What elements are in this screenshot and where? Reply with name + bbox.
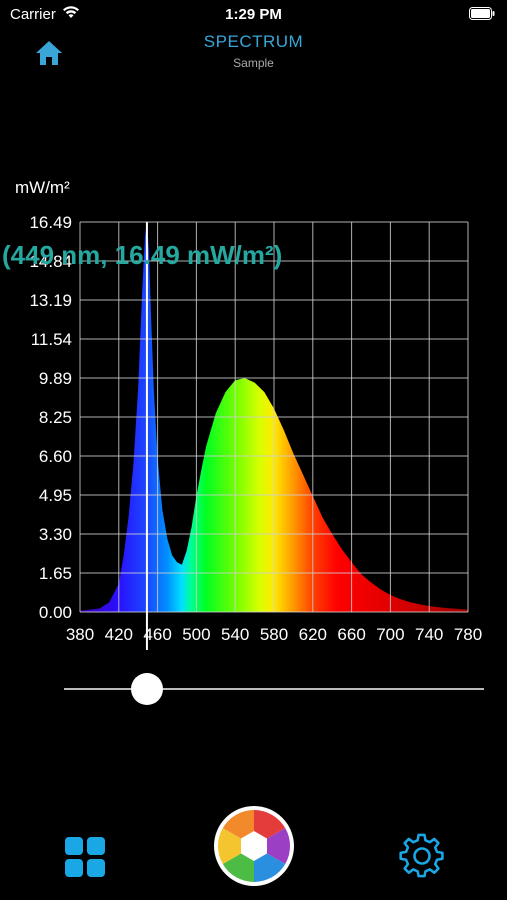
home-icon[interactable] <box>34 38 64 68</box>
x-tick-label: 580 <box>260 625 288 644</box>
x-tick-label: 620 <box>299 625 327 644</box>
wavelength-slider-track[interactable] <box>64 688 484 690</box>
y-tick-label: 14.84 <box>29 252 72 271</box>
y-tick-label: 13.19 <box>29 291 72 310</box>
wifi-icon <box>63 6 79 18</box>
gear-icon[interactable] <box>399 833 445 879</box>
y-tick-label: 9.89 <box>39 369 72 388</box>
wavelength-slider-thumb[interactable] <box>130 673 163 705</box>
page-subtitle: Sample <box>233 56 274 70</box>
x-tick-label: 460 <box>143 625 171 644</box>
x-tick-label: 780 <box>454 625 482 644</box>
y-tick-label: 11.54 <box>31 330 72 349</box>
page-title: SPECTRUM <box>203 32 304 51</box>
y-axis-unit: mW/m² <box>15 178 70 197</box>
x-tick-label: 380 <box>66 625 94 644</box>
y-tick-label: 1.65 <box>39 564 72 583</box>
clock: 1:29 PM <box>225 6 282 23</box>
y-tick-label: 8.25 <box>39 408 72 427</box>
spectrum-chart: 380 420 460 500 540 580 620 660 700 740 780 0.00 1.6… <box>29 213 482 650</box>
x-tick-label: 420 <box>105 625 133 644</box>
x-tick-label: 700 <box>376 625 404 644</box>
status-bar: Carrier 1:29 PM <box>0 0 507 28</box>
x-tick-label: 660 <box>337 625 365 644</box>
carrier-label: Carrier <box>10 6 56 23</box>
grid-icon[interactable] <box>64 836 106 878</box>
y-tick-label: 4.95 <box>39 486 72 505</box>
battery-icon <box>469 7 495 20</box>
y-tick-label: 3.30 <box>39 525 72 544</box>
y-tick-label: 6.60 <box>39 447 72 466</box>
y-tick-label: 0.00 <box>39 603 72 622</box>
cursor-readout: (449 nm, 16.49 mW/m²) <box>2 240 283 270</box>
x-tick-label: 740 <box>415 625 443 644</box>
x-tick-label: 540 <box>221 625 249 644</box>
y-tick-label: 16.49 <box>29 213 72 232</box>
aperture-icon[interactable] <box>213 805 295 887</box>
x-tick-label: 500 <box>182 625 210 644</box>
